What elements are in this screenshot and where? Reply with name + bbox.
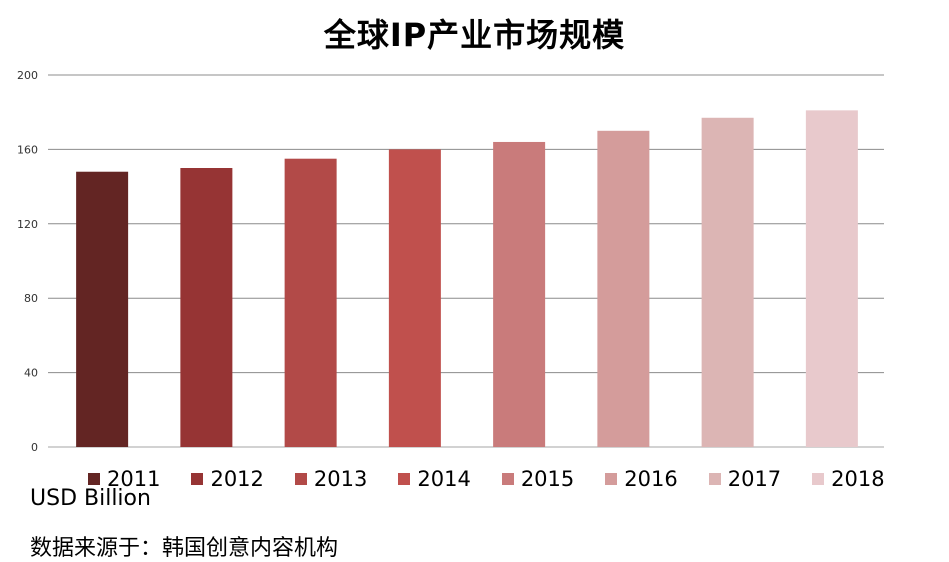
chart-title: 全球IP产业市场规模 xyxy=(323,16,626,54)
source-note: 数据来源于：韩国创意内容机构 xyxy=(30,536,339,561)
y-tick-label: 80 xyxy=(24,292,38,305)
legend-swatch xyxy=(294,473,307,485)
y-axis-ticks: 0 40 80 120 160 200 xyxy=(17,69,38,454)
bar-2014 xyxy=(388,149,441,447)
legend-swatch xyxy=(501,473,514,485)
legend-item-2015: 2015 xyxy=(501,467,575,491)
legend-label: 2012 xyxy=(210,467,264,491)
bar-2012 xyxy=(180,168,233,447)
legend-swatch xyxy=(708,473,721,485)
y-tick-label: 160 xyxy=(17,143,38,156)
legend-item-2014: 2014 xyxy=(398,467,471,491)
y-tick-label: 0 xyxy=(31,441,38,454)
legend-swatch xyxy=(191,473,204,485)
unit-label: USD Billion xyxy=(30,486,151,511)
legend-item-2018: 2018 xyxy=(812,467,885,491)
bar-2015 xyxy=(493,141,546,447)
legend-label: 2015 xyxy=(520,467,575,491)
legend-label: 2013 xyxy=(313,467,368,491)
legend-swatch xyxy=(88,473,100,485)
legend-item-2013: 2013 xyxy=(294,467,368,491)
legend-swatch xyxy=(812,473,825,485)
legend-swatch xyxy=(605,473,618,485)
bars xyxy=(76,110,858,448)
bar-2013 xyxy=(284,158,337,447)
y-tick-label: 120 xyxy=(17,218,38,231)
legend-swatch xyxy=(398,473,411,485)
bar-2011 xyxy=(76,171,129,447)
legend-item-2012: 2012 xyxy=(191,467,264,491)
legend-label: 2017 xyxy=(727,467,782,491)
y-tick-label: 40 xyxy=(24,367,38,380)
legend: 2011 2012 2013 2014 2015 2016 2017 2018 xyxy=(88,466,885,492)
legend-item-2016: 2016 xyxy=(605,467,678,491)
bar-2018 xyxy=(805,110,858,447)
legend-label: 2016 xyxy=(624,467,678,491)
legend-label: 2018 xyxy=(831,467,885,491)
bar-2016 xyxy=(597,130,650,448)
legend-item-2017: 2017 xyxy=(708,467,782,491)
legend-item-2011: 2011 xyxy=(88,467,160,491)
gridlines xyxy=(48,74,884,448)
legend-label: 2014 xyxy=(417,467,471,491)
y-tick-label: 200 xyxy=(17,69,38,82)
bar-2017 xyxy=(701,117,754,447)
legend-label: 2011 xyxy=(107,467,161,491)
